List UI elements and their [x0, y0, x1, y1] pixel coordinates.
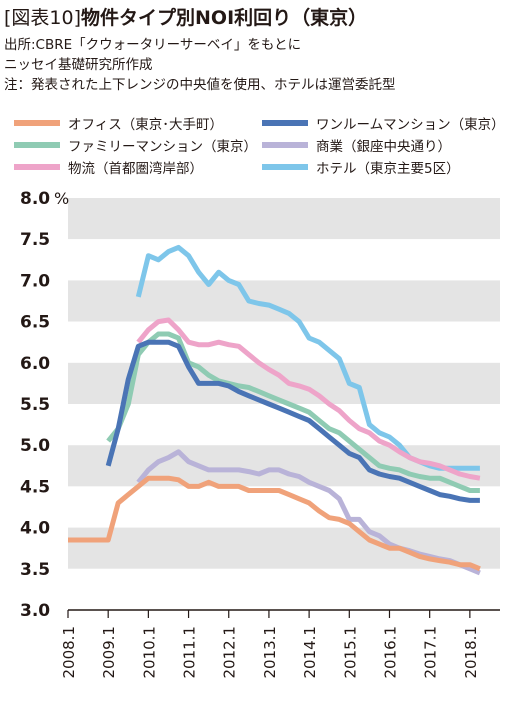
chart-title: [図表10]物件タイプ別NOI利回り（東京） — [4, 6, 367, 30]
grid-band — [68, 239, 500, 281]
source-line-1: 出所:CBRE「クウォータリーサーベイ」をもとに — [4, 37, 302, 53]
legend-swatch-studio — [262, 120, 308, 126]
x-tick-label: 2015.1 — [341, 626, 359, 679]
x-tick-label: 2018.1 — [462, 626, 480, 679]
legend-swatch-logistics — [14, 164, 60, 170]
series-line-family — [106, 331, 480, 493]
x-tick-label: 2012.1 — [221, 626, 239, 679]
legend-item-office: オフィス（東京･大手町） — [14, 113, 223, 133]
y-tick-label: 4.0 — [20, 519, 50, 539]
y-tick-label: 7.5 — [20, 230, 50, 250]
y-tick-label: 4.5 — [20, 477, 50, 497]
y-tick-label: 8.0 — [20, 189, 50, 209]
source-line-2: ニッセイ基礎研究所作成 — [4, 57, 153, 73]
y-axis: 8.0 7.5 7.0 6.5 6.0 5.5 5.0 4.5 4.0 3.5 3.0% — [20, 189, 69, 621]
legend-label-retail: 商業（銀座中央通り） — [316, 139, 451, 155]
grid-band — [68, 568, 500, 610]
x-tick-label: 2010.1 — [140, 626, 158, 679]
series-line-logistics — [136, 317, 481, 481]
x-tick-label: 2011.1 — [181, 626, 199, 679]
legend-label-logistics: 物流（首都圏湾岸部） — [68, 161, 203, 177]
y-tick-label: 6.0 — [20, 354, 50, 374]
x-tick-label: 2013.1 — [261, 626, 279, 679]
figure-tag: [図表10] — [4, 7, 82, 29]
y-tick-label: 5.0 — [20, 436, 50, 456]
legend-item-family: ファミリーマンション（東京） — [14, 135, 257, 155]
x-tick-label: 2008.1 — [60, 626, 78, 679]
legend-swatch-office — [14, 120, 60, 126]
x-tick-label: 2017.1 — [422, 626, 440, 679]
legend-label-office: オフィス（東京･大手町） — [68, 117, 223, 133]
legend-label-family: ファミリーマンション（東京） — [68, 139, 257, 155]
y-tick-label: 3.0 — [20, 601, 50, 621]
y-tick-label: 5.5 — [20, 395, 50, 415]
y-tick-label: 3.5 — [20, 560, 50, 580]
y-tick-label: 7.0 — [20, 271, 50, 291]
series-line-office — [68, 475, 481, 572]
grid-band — [68, 362, 500, 404]
legend-label-studio: ワンルームマンション（東京） — [316, 117, 505, 133]
figure-title: 物件タイプ別NOI利回り（東京） — [81, 7, 368, 29]
legend-item-retail: 商業（銀座中央通り） — [262, 135, 451, 155]
legend-swatch-hotel — [262, 164, 308, 170]
y-tick-label: 6.5 — [20, 313, 50, 333]
legend-item-logistics: 物流（首都圏湾岸部） — [14, 157, 203, 177]
legend-swatch-family — [14, 142, 60, 148]
series-line-studio — [105, 339, 480, 503]
x-tick-label: 2009.1 — [100, 626, 118, 679]
footnote: 注：発表された上下レンジの中央値を使用、ホテルは運営委託型 — [4, 77, 396, 93]
legend-swatch-retail — [262, 142, 308, 148]
grid-band — [68, 198, 500, 240]
grid-band — [68, 280, 500, 322]
legend-item-studio: ワンルームマンション（東京） — [262, 113, 505, 133]
x-tick-label: 2016.1 — [381, 626, 399, 679]
legend-label-hotel: ホテル（東京主要5区） — [316, 161, 460, 177]
legend-item-hotel: ホテル（東京主要5区） — [262, 157, 460, 177]
x-tick-label: 2014.1 — [301, 626, 319, 679]
x-axis: 2008.1 2009.1 2010.1 2011.1 2012.1 2013.1 2014… — [60, 609, 500, 679]
y-unit-label: % — [54, 189, 69, 208]
grid-band — [68, 527, 500, 569]
series-lines — [68, 244, 481, 576]
